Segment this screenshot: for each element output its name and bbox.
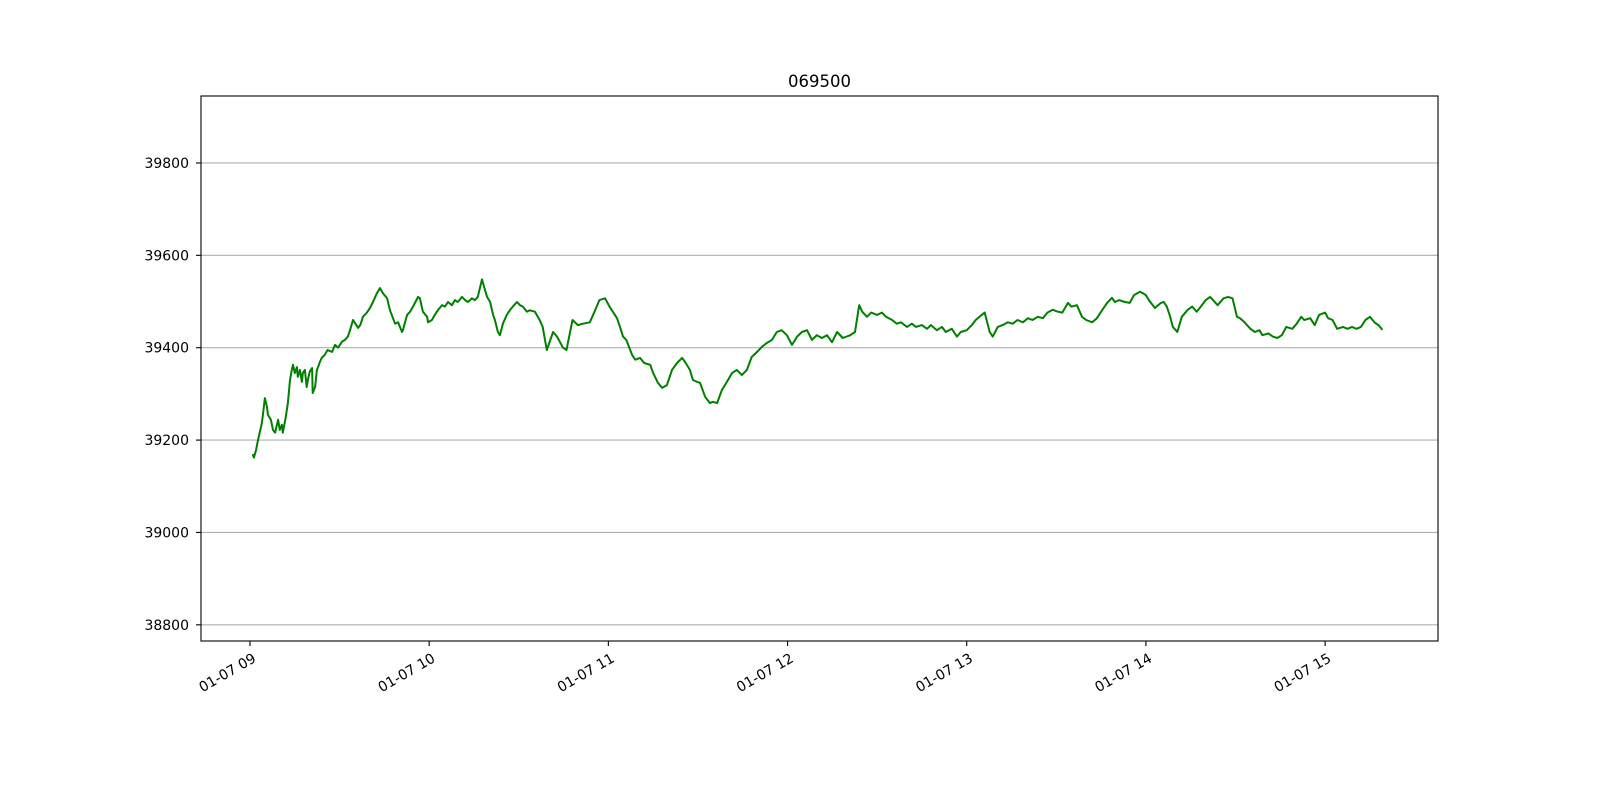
x-tick-label: 01-07 15 (1272, 651, 1335, 696)
gridlines (201, 162, 1438, 626)
y-tick-label: 39400 (144, 341, 189, 357)
y-axis-ticks: 38800 39000 39200 39400 39600 39800 (144, 156, 201, 634)
y-tick-label: 39800 (144, 156, 189, 172)
x-axis-ticks: 01-07 09 01-07 10 01-07 11 01-07 12 01-07 13… (196, 641, 1334, 696)
plot-border (200, 95, 1439, 642)
x-tick-label: 01-07 13 (913, 651, 976, 696)
y-tick-label: 39000 (144, 525, 189, 541)
x-tick-label: 01-07 11 (555, 651, 618, 696)
x-tick-label: 01-07 12 (734, 651, 797, 696)
x-tick-label: 01-07 09 (196, 651, 259, 696)
x-tick-label: 01-07 10 (376, 651, 439, 696)
price-line (252, 278, 1383, 459)
x-tick-label: 01-07 14 (1092, 651, 1155, 696)
y-tick-label: 39600 (144, 248, 189, 264)
y-tick-label: 38800 (144, 618, 189, 634)
y-tick-label: 39200 (144, 433, 189, 449)
chart-title: 069500 (788, 72, 851, 91)
